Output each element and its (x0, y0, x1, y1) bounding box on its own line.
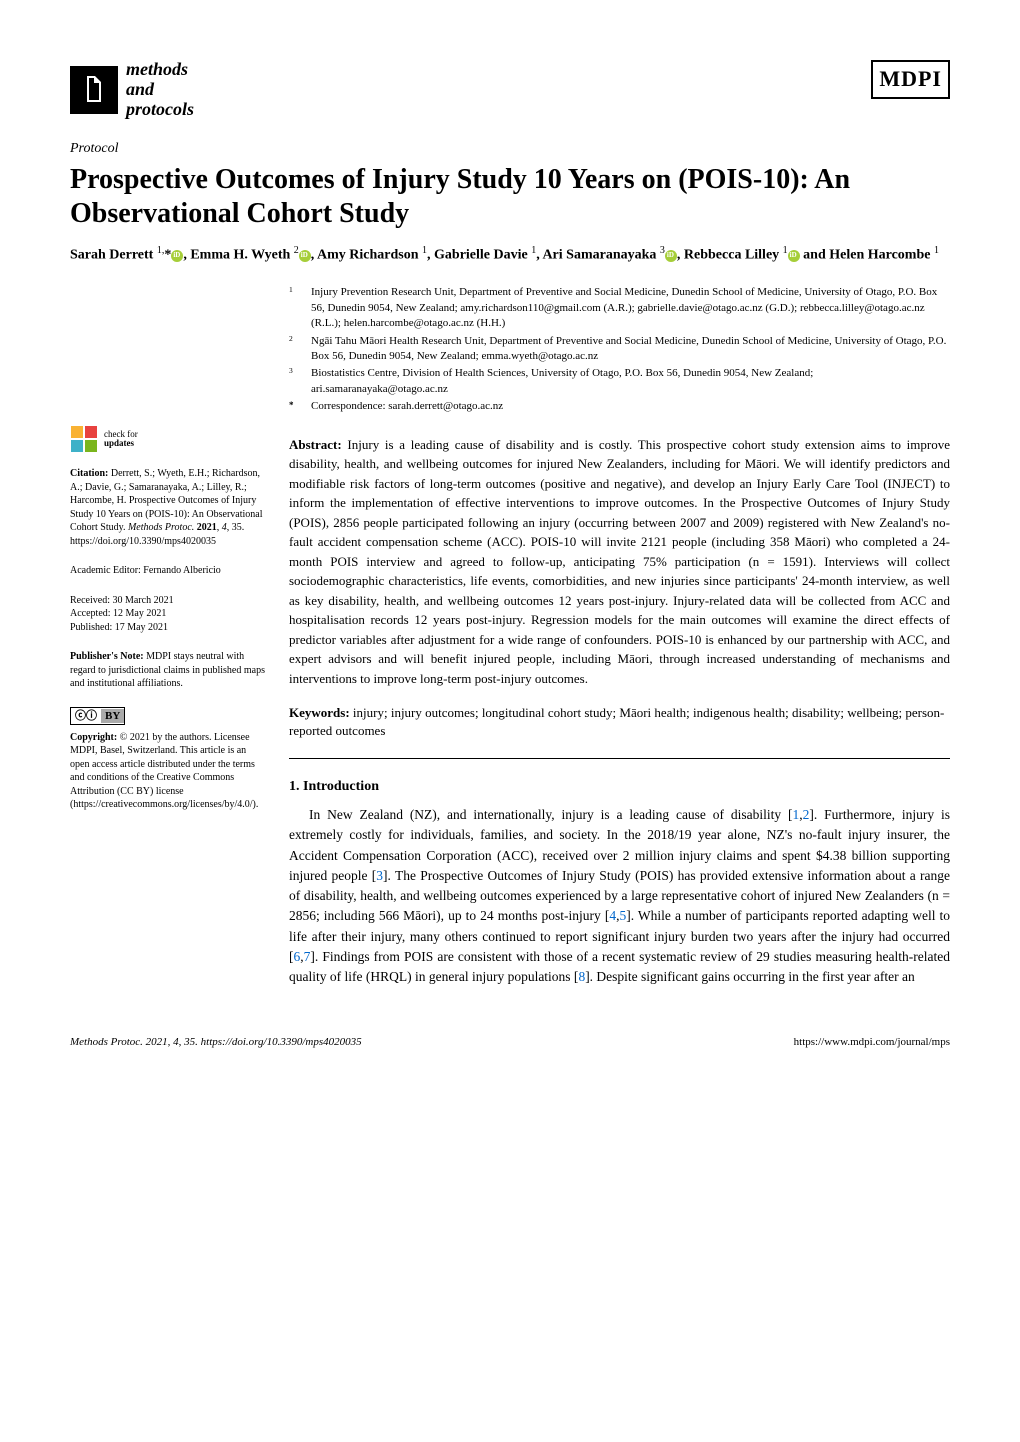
section-divider (289, 758, 950, 759)
accepted-date: Accepted: 12 May 2021 (70, 607, 265, 621)
abstract: Abstract: Injury is a leading cause of d… (289, 435, 950, 689)
authors-list: Sarah Derrett 1,*, Emma H. Wyeth 2, Amy … (70, 244, 950, 265)
body-text: In New Zealand (NZ), and internationally… (309, 807, 793, 822)
section-heading: 1. Introduction (289, 777, 950, 797)
affiliation-row: 2 Ngāi Tahu Māori Health Research Unit, … (289, 334, 950, 365)
journal-logo: methodsandprotocols (70, 60, 194, 119)
orcid-icon (171, 250, 183, 262)
affiliation-row: 3 Biostatistics Centre, Division of Heal… (289, 366, 950, 397)
corr-symbol: * (289, 399, 301, 414)
abstract-label: Abstract: (289, 437, 342, 452)
affiliations: 1 Injury Prevention Research Unit, Depar… (289, 285, 950, 414)
footer-citation: Methods Protoc. 2021, 4, 35. https://doi… (70, 1035, 362, 1050)
affil-text: Ngāi Tahu Māori Health Research Unit, De… (311, 334, 950, 365)
cc-by-badge-icon: ⓒⓘBY (70, 707, 125, 725)
copyright-text: © 2021 by the authors. Licensee MDPI, Ba… (70, 732, 258, 811)
affiliation-row: 1 Injury Prevention Research Unit, Depar… (289, 285, 950, 331)
by-label: BY (101, 709, 124, 724)
received-date: Received: 30 March 2021 (70, 594, 265, 608)
editor-block: Academic Editor: Fernando Albericio (70, 564, 265, 578)
cc-icon: ⓒⓘ (71, 709, 101, 724)
body-text: ]. Despite significant gains occurring i… (585, 969, 915, 984)
affil-text: Biostatistics Centre, Division of Health… (311, 366, 950, 397)
header-row: methodsandprotocols MDPI (70, 60, 950, 119)
article-type: Protocol (70, 139, 950, 159)
affil-number: 1 (289, 285, 301, 331)
keywords-text: injury; injury outcomes; longitudinal co… (289, 705, 944, 738)
page-footer: Methods Protoc. 2021, 4, 35. https://doi… (70, 1027, 950, 1050)
footer-url[interactable]: https://www.mdpi.com/journal/mps (794, 1035, 950, 1050)
keywords-label: Keywords: (289, 705, 350, 720)
publisher-logo: MDPI (871, 60, 950, 99)
orcid-icon (299, 250, 311, 262)
citation-text: Derrett, S.; Wyeth, E.H.; Richardson, A.… (70, 468, 263, 547)
author-name: , Amy Richardson (311, 248, 422, 263)
publishers-note-block: Publisher's Note: MDPI stays neutral wit… (70, 650, 265, 691)
orcid-icon (665, 250, 677, 262)
check-updates-label: check forupdates (104, 430, 138, 450)
author-name: , Rebbecca Lilley (677, 248, 783, 263)
body-paragraph: In New Zealand (NZ), and internationally… (289, 805, 950, 987)
author-corr-mark: * (164, 248, 171, 263)
journal-name: methodsandprotocols (126, 60, 194, 119)
orcid-icon (788, 250, 800, 262)
dates-block: Received: 30 March 2021 Accepted: 12 May… (70, 594, 265, 635)
article-title: Prospective Outcomes of Injury Study 10 … (70, 163, 950, 230)
author-name: , Ari Samaranayaka (536, 248, 660, 263)
crossref-icon (70, 425, 98, 453)
sidebar: check forupdates Citation: Derrett, S.; … (70, 285, 265, 987)
abstract-text: Injury is a leading cause of disability … (289, 437, 950, 686)
correspondence-text: Correspondence: sarah.derrett@otago.ac.n… (311, 399, 503, 414)
author-name: , Emma H. Wyeth (183, 248, 293, 263)
journal-logo-icon (70, 66, 118, 114)
published-date: Published: 17 May 2021 (70, 621, 265, 635)
author-affil-sup: 1 (934, 245, 939, 256)
author-name: and Helen Harcombe (800, 248, 934, 263)
citation-block: Citation: Derrett, S.; Wyeth, E.H.; Rich… (70, 467, 265, 548)
keywords: Keywords: injury; injury outcomes; longi… (289, 704, 950, 740)
author-name: , Gabrielle Davie (427, 248, 531, 263)
affil-text: Injury Prevention Research Unit, Departm… (311, 285, 950, 331)
check-updates-badge[interactable]: check forupdates (70, 425, 265, 453)
main-content-row: check forupdates Citation: Derrett, S.; … (70, 285, 950, 987)
license-block: ⓒⓘBY Copyright: © 2021 by the authors. L… (70, 707, 265, 812)
author-affil-sup: 1 (783, 245, 788, 256)
affil-number: 2 (289, 334, 301, 365)
correspondence-row: * Correspondence: sarah.derrett@otago.ac… (289, 399, 950, 414)
affil-number: 3 (289, 366, 301, 397)
author-name: Sarah Derrett (70, 248, 157, 263)
main-content: 1 Injury Prevention Research Unit, Depar… (289, 285, 950, 987)
